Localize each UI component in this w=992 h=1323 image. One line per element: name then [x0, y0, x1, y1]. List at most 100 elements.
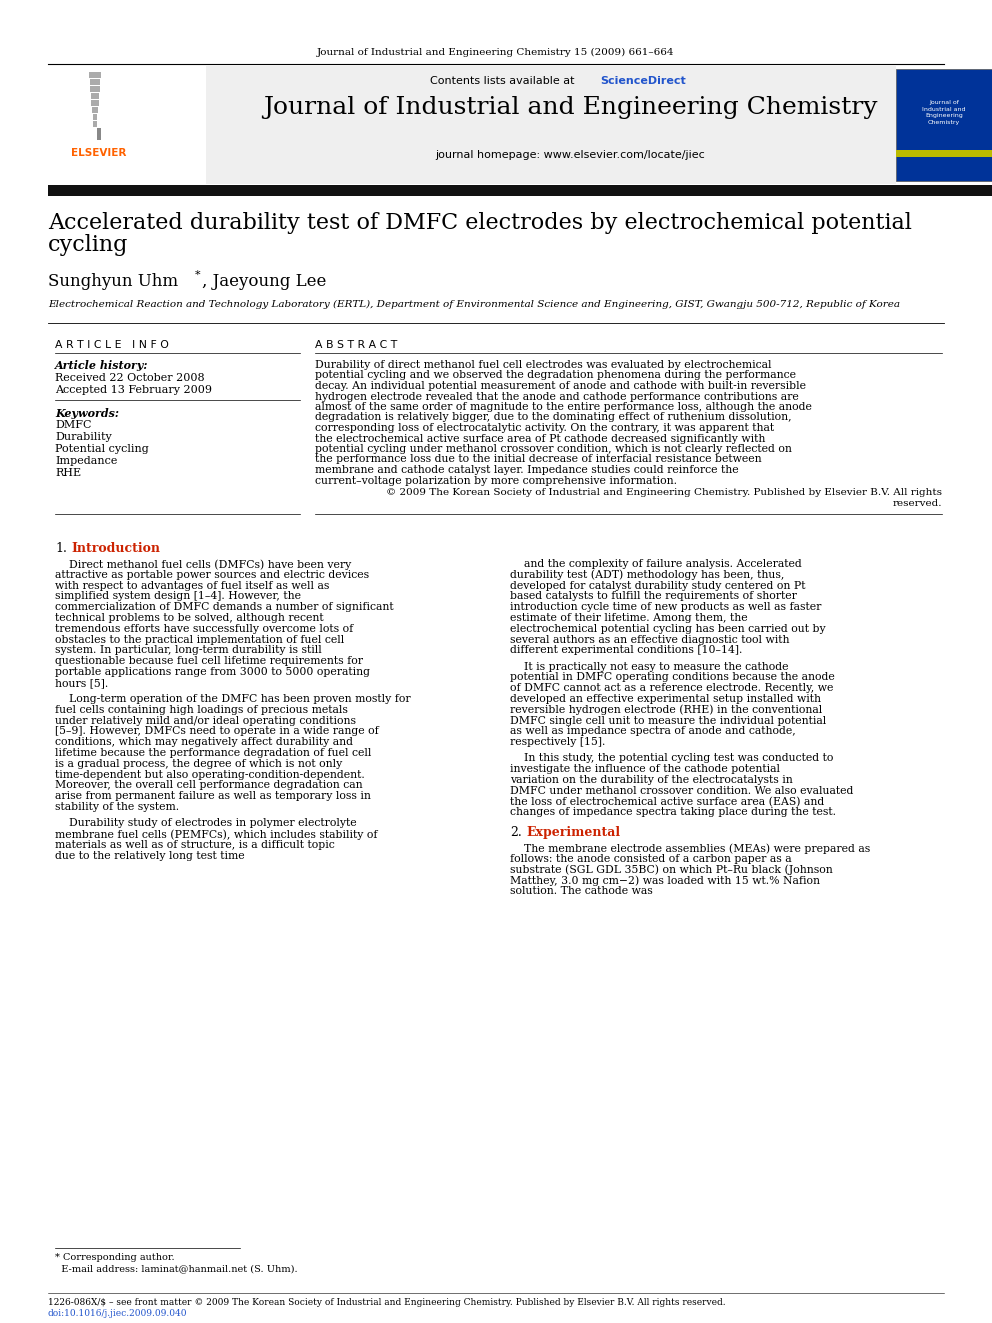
Text: substrate (SGL GDL 35BC) on which Pt–Ru black (Johnson: substrate (SGL GDL 35BC) on which Pt–Ru …: [510, 865, 832, 876]
Text: DMFC: DMFC: [55, 419, 91, 430]
Text: hours [5].: hours [5].: [55, 677, 108, 688]
Text: decay. An individual potential measurement of anode and cathode with built-in re: decay. An individual potential measureme…: [315, 381, 806, 392]
Text: obstacles to the practical implementation of fuel cell: obstacles to the practical implementatio…: [55, 635, 344, 644]
Text: membrane and cathode catalyst layer. Impedance studies could reinforce the: membrane and cathode catalyst layer. Imp…: [315, 464, 739, 475]
Text: Article history:: Article history:: [55, 360, 149, 370]
Text: ELSEVIER: ELSEVIER: [71, 148, 127, 157]
Text: 1.: 1.: [55, 542, 66, 556]
Text: introduction cycle time of new products as well as faster: introduction cycle time of new products …: [510, 602, 821, 613]
Text: A R T I C L E   I N F O: A R T I C L E I N F O: [55, 340, 169, 351]
Text: cycling: cycling: [48, 234, 128, 255]
Text: Electrochemical Reaction and Technology Laboratory (ERTL), Department of Environ: Electrochemical Reaction and Technology …: [48, 300, 900, 310]
Text: Accepted 13 February 2009: Accepted 13 February 2009: [55, 385, 212, 396]
Text: conditions, which may negatively affect durability and: conditions, which may negatively affect …: [55, 737, 353, 747]
Text: Contents lists available at: Contents lists available at: [430, 75, 578, 86]
Text: as well as impedance spectra of anode and cathode,: as well as impedance spectra of anode an…: [510, 726, 796, 737]
Text: Durability of direct methanol fuel cell electrodes was evaluated by electrochemi: Durability of direct methanol fuel cell …: [315, 360, 772, 370]
Text: Keywords:: Keywords:: [55, 407, 119, 419]
Text: , Jaeyoung Lee: , Jaeyoung Lee: [202, 273, 326, 290]
Bar: [90, 86, 100, 93]
Text: commercialization of DMFC demands a number of significant: commercialization of DMFC demands a numb…: [55, 602, 394, 613]
Text: based catalysts to fulfill the requirements of shorter: based catalysts to fulfill the requireme…: [510, 591, 797, 602]
Text: © 2009 The Korean Society of Industrial and Engineering Chemistry. Published by : © 2009 The Korean Society of Industrial …: [386, 488, 942, 497]
Text: with respect to advantages of fuel itself as well as: with respect to advantages of fuel itsel…: [55, 581, 329, 590]
Text: * Corresponding author.: * Corresponding author.: [55, 1253, 175, 1262]
Text: simplified system design [1–4]. However, the: simplified system design [1–4]. However,…: [55, 591, 301, 602]
Bar: [48, 185, 992, 196]
Text: changes of impedance spectra taking place during the test.: changes of impedance spectra taking plac…: [510, 807, 836, 818]
Text: Introduction: Introduction: [71, 542, 160, 556]
Text: Matthey, 3.0 mg cm−2) was loaded with 15 wt.% Nafion: Matthey, 3.0 mg cm−2) was loaded with 15…: [510, 876, 820, 886]
Text: E-mail address: laminat@hanmail.net (S. Uhm).: E-mail address: laminat@hanmail.net (S. …: [55, 1263, 298, 1273]
Text: journal homepage: www.elsevier.com/locate/jiec: journal homepage: www.elsevier.com/locat…: [435, 149, 705, 160]
Text: potential cycling and we observed the degradation phenomena during the performan: potential cycling and we observed the de…: [315, 370, 796, 381]
Text: materials as well as of structure, is a difficult topic: materials as well as of structure, is a …: [55, 840, 334, 849]
Text: ScienceDirect: ScienceDirect: [600, 75, 685, 86]
Text: Experimental: Experimental: [526, 826, 620, 839]
Text: system. In particular, long-term durability is still: system. In particular, long-term durabil…: [55, 646, 321, 655]
Text: 1226-086X/$ – see front matter © 2009 The Korean Society of Industrial and Engin: 1226-086X/$ – see front matter © 2009 Th…: [48, 1298, 725, 1307]
Text: Received 22 October 2008: Received 22 October 2008: [55, 373, 204, 382]
Text: corresponding loss of electrocatalytic activity. On the contrary, it was apparen: corresponding loss of electrocatalytic a…: [315, 423, 774, 433]
Text: reversible hydrogen electrode (RHE) in the conventional: reversible hydrogen electrode (RHE) in t…: [510, 705, 822, 716]
Text: arise from permanent failure as well as temporary loss in: arise from permanent failure as well as …: [55, 791, 371, 802]
Bar: [92, 114, 97, 120]
Bar: [896, 69, 992, 181]
Text: stability of the system.: stability of the system.: [55, 802, 180, 812]
Text: 2.: 2.: [510, 826, 522, 839]
Text: electrochemical potential cycling has been carried out by: electrochemical potential cycling has be…: [510, 624, 825, 634]
Text: fuel cells containing high loadings of precious metals: fuel cells containing high loadings of p…: [55, 705, 348, 714]
Bar: [48, 66, 896, 184]
Text: variation on the durability of the electrocatalysts in: variation on the durability of the elect…: [510, 775, 793, 785]
Text: doi:10.1016/j.jiec.2009.09.040: doi:10.1016/j.jiec.2009.09.040: [48, 1308, 187, 1318]
Text: DMFC single cell unit to measure the individual potential: DMFC single cell unit to measure the ind…: [510, 716, 826, 725]
Text: lifetime because the performance degradation of fuel cell: lifetime because the performance degrada…: [55, 747, 371, 758]
Text: The membrane electrode assemblies (MEAs) were prepared as: The membrane electrode assemblies (MEAs)…: [510, 843, 870, 853]
Text: of DMFC cannot act as a reference electrode. Recently, we: of DMFC cannot act as a reference electr…: [510, 683, 833, 693]
Text: Direct methanol fuel cells (DMFCs) have been very: Direct methanol fuel cells (DMFCs) have …: [55, 560, 351, 570]
Bar: [896, 149, 992, 157]
Text: is a gradual process, the degree of which is not only: is a gradual process, the degree of whic…: [55, 759, 342, 769]
Text: several authors as an effective diagnostic tool with: several authors as an effective diagnost…: [510, 635, 790, 644]
Text: durability test (ADT) methodology has been, thus,: durability test (ADT) methodology has be…: [510, 570, 785, 581]
Text: Journal of Industrial and Engineering Chemistry: Journal of Industrial and Engineering Ch…: [263, 97, 877, 119]
Text: time-dependent but also operating-condition-dependent.: time-dependent but also operating-condit…: [55, 770, 365, 779]
Text: Journal of Industrial and Engineering Chemistry 15 (2009) 661–664: Journal of Industrial and Engineering Ch…: [317, 48, 675, 57]
Text: *: *: [195, 270, 200, 280]
Text: Accelerated durability test of DMFC electrodes by electrochemical potential: Accelerated durability test of DMFC elec…: [48, 212, 912, 234]
Text: tremendous efforts have successfully overcome lots of: tremendous efforts have successfully ove…: [55, 624, 353, 634]
Text: Durability: Durability: [55, 433, 112, 442]
Bar: [91, 93, 99, 99]
Text: Sunghyun Uhm: Sunghyun Uhm: [48, 273, 179, 290]
Text: investigate the influence of the cathode potential: investigate the influence of the cathode…: [510, 765, 780, 774]
Bar: [92, 107, 98, 112]
Text: DMFC under methanol crossover condition. We also evaluated: DMFC under methanol crossover condition.…: [510, 786, 853, 796]
Text: due to the relatively long test time: due to the relatively long test time: [55, 851, 245, 860]
Text: degradation is relatively bigger, due to the dominating effect of ruthenium diss: degradation is relatively bigger, due to…: [315, 413, 792, 422]
Text: hydrogen electrode revealed that the anode and cathode performance contributions: hydrogen electrode revealed that the ano…: [315, 392, 799, 401]
Text: the electrochemical active surface area of Pt cathode decreased significantly wi: the electrochemical active surface area …: [315, 434, 766, 443]
Text: almost of the same order of magnitude to the entire performance loss, although t: almost of the same order of magnitude to…: [315, 402, 811, 411]
Text: respectively [15].: respectively [15].: [510, 737, 605, 747]
Text: potential cycling under methanol crossover condition, which is not clearly refle: potential cycling under methanol crossov…: [315, 445, 792, 454]
Text: Durability study of electrodes in polymer electrolyte: Durability study of electrodes in polyme…: [55, 818, 357, 828]
Text: Long-term operation of the DMFC has been proven mostly for: Long-term operation of the DMFC has been…: [55, 695, 411, 704]
Text: Potential cycling: Potential cycling: [55, 445, 149, 454]
Text: developed for catalyst durability study centered on Pt: developed for catalyst durability study …: [510, 581, 806, 590]
Text: estimate of their lifetime. Among them, the: estimate of their lifetime. Among them, …: [510, 613, 748, 623]
Text: developed an effective experimental setup installed with: developed an effective experimental setu…: [510, 695, 821, 704]
Text: under relatively mild and/or ideal operating conditions: under relatively mild and/or ideal opera…: [55, 716, 356, 725]
Text: reserved.: reserved.: [893, 499, 942, 508]
Text: It is practically not easy to measure the cathode: It is practically not easy to measure th…: [510, 662, 789, 672]
Bar: [89, 71, 101, 78]
Text: membrane fuel cells (PEMFCs), which includes stability of: membrane fuel cells (PEMFCs), which incl…: [55, 830, 378, 840]
Text: questionable because fuel cell lifetime requirements for: questionable because fuel cell lifetime …: [55, 656, 363, 667]
Text: portable applications range from 3000 to 5000 operating: portable applications range from 3000 to…: [55, 667, 370, 677]
Bar: [91, 101, 98, 106]
Text: Journal of
Industrial and
Engineering
Chemistry: Journal of Industrial and Engineering Ch…: [923, 101, 966, 124]
Bar: [89, 79, 100, 85]
Text: technical problems to be solved, although recent: technical problems to be solved, althoug…: [55, 613, 323, 623]
Bar: [48, 66, 206, 184]
Text: solution. The cathode was: solution. The cathode was: [510, 886, 653, 897]
Bar: [93, 120, 97, 127]
